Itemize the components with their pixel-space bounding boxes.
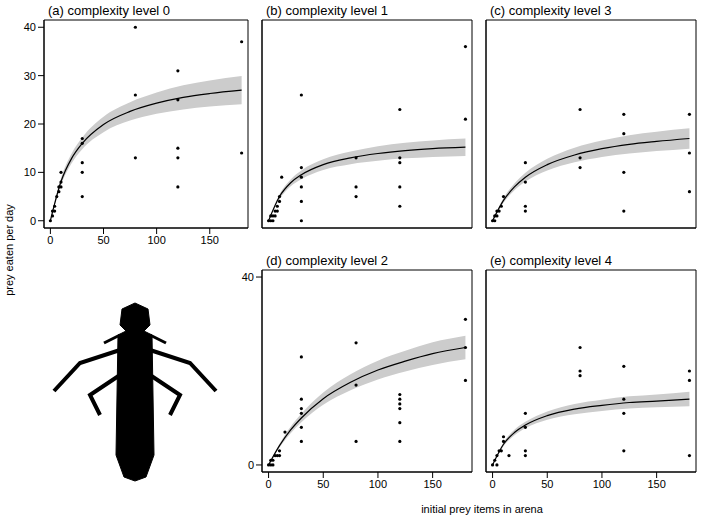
svg-text:50: 50 (97, 234, 109, 246)
svg-text:20: 20 (24, 118, 36, 130)
svg-text:150: 150 (423, 478, 441, 490)
svg-text:30: 30 (24, 70, 36, 82)
svg-text:40: 40 (242, 271, 254, 283)
html-text:(d) complexity level 2: (d) complexity level 2 (266, 253, 389, 268)
html-text:initial prey items in arena: initial prey items in arena (421, 503, 543, 515)
svg-text:0: 0 (248, 459, 254, 471)
svg-text:0: 0 (30, 215, 36, 227)
svg-text:50: 50 (317, 478, 329, 490)
svg-text:0: 0 (47, 234, 53, 246)
html-text:(a) complexity level 0: (a) complexity level 0 (48, 3, 171, 18)
svg-text:150: 150 (201, 234, 219, 246)
html-text:prey eaten per day: prey eaten per day (3, 204, 15, 296)
html-text:(c) complexity level 3: (c) complexity level 3 (490, 3, 612, 18)
svg-text:40: 40 (24, 21, 36, 33)
svg-text:150: 150 (647, 478, 665, 490)
svg-text:100: 100 (593, 478, 611, 490)
html-text:(b) complexity level 1: (b) complexity level 1 (266, 3, 389, 18)
svg-text:0: 0 (266, 478, 272, 490)
svg-text:10: 10 (24, 166, 36, 178)
svg-text:100: 100 (369, 478, 387, 490)
svg-text:0: 0 (490, 478, 496, 490)
svg-text:50: 50 (541, 478, 553, 490)
svg-text:100: 100 (147, 234, 165, 246)
html-text:(e) complexity level 4: (e) complexity level 4 (490, 253, 613, 268)
